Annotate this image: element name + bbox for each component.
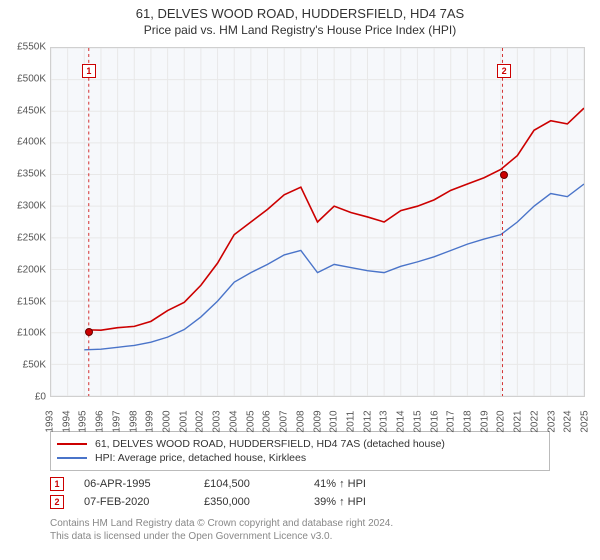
- x-axis-label: 2025: [580, 410, 591, 432]
- legend-swatch: [57, 443, 87, 445]
- y-axis-label: £250K: [17, 232, 46, 243]
- x-axis-label: 2014: [396, 410, 407, 432]
- legend-label: 61, DELVES WOOD ROAD, HUDDERSFIELD, HD4 …: [95, 438, 445, 450]
- sale-date: 06-APR-1995: [84, 478, 184, 490]
- sale-point-dot: [500, 171, 508, 179]
- legend-label: HPI: Average price, detached house, Kirk…: [95, 452, 306, 464]
- x-axis-label: 2005: [245, 410, 256, 432]
- y-axis-label: £400K: [17, 137, 46, 148]
- legend-item: HPI: Average price, detached house, Kirk…: [57, 452, 543, 464]
- x-axis-label: 2010: [329, 410, 340, 432]
- x-axis-label: 1999: [145, 410, 156, 432]
- x-axis-label: 1993: [45, 410, 56, 432]
- y-axis-label: £350K: [17, 169, 46, 180]
- x-axis-label: 2022: [529, 410, 540, 432]
- sale-point-dot: [85, 328, 93, 336]
- x-axis-label: 2007: [279, 410, 290, 432]
- y-axis-label: £50K: [23, 360, 46, 371]
- legend: 61, DELVES WOOD ROAD, HUDDERSFIELD, HD4 …: [50, 431, 550, 471]
- x-axis-label: 2000: [162, 410, 173, 432]
- x-axis-label: 1995: [78, 410, 89, 432]
- x-axis-label: 2011: [345, 411, 356, 433]
- chart-area: £0 £50K £100K £150K £200K £250K £300K £350K £400…: [0, 37, 600, 427]
- x-axis-label: 2001: [178, 410, 189, 432]
- footnote-line-1: Contains HM Land Registry data © Crown c…: [50, 517, 550, 530]
- x-axis-label: 2024: [563, 410, 574, 432]
- x-axis-label: 2016: [429, 410, 440, 432]
- chart-title: 61, DELVES WOOD ROAD, HUDDERSFIELD, HD4 …: [0, 6, 600, 21]
- sale-row: 2 07-FEB-2020 £350,000 39% ↑ HPI: [50, 495, 550, 509]
- x-axis-label: 1997: [111, 410, 122, 432]
- chart-container: 61, DELVES WOOD ROAD, HUDDERSFIELD, HD4 …: [0, 0, 600, 560]
- x-axis-label: 2009: [312, 410, 323, 432]
- x-axis-label: 2023: [546, 410, 557, 432]
- x-axis-label: 2020: [496, 410, 507, 432]
- sale-marker-label: 2: [497, 64, 511, 78]
- x-axis-label: 2021: [513, 410, 524, 432]
- sale-row: 1 06-APR-1995 £104,500 41% ↑ HPI: [50, 477, 550, 491]
- y-axis-label: £100K: [17, 328, 46, 339]
- x-axis-label: 1998: [128, 410, 139, 432]
- sale-number-badge: 1: [50, 477, 64, 491]
- sales-table: 1 06-APR-1995 £104,500 41% ↑ HPI 2 07-FEB-202…: [50, 477, 550, 509]
- x-axis-label: 2018: [462, 410, 473, 432]
- x-axis-label: 1996: [95, 410, 106, 432]
- x-axis-label: 1994: [61, 410, 72, 432]
- footnote-line-2: This data is licensed under the Open Gov…: [50, 530, 550, 543]
- legend-swatch: [57, 457, 87, 459]
- chart-subtitle: Price paid vs. HM Land Registry's House …: [0, 23, 600, 37]
- sale-price: £350,000: [204, 496, 294, 508]
- x-axis-label: 2004: [228, 410, 239, 432]
- sale-pct: 41% ↑ HPI: [314, 478, 414, 490]
- footnote: Contains HM Land Registry data © Crown c…: [50, 517, 550, 543]
- chart-svg: [51, 48, 584, 396]
- y-axis-label: £0: [35, 392, 46, 403]
- x-axis-label: 2003: [212, 410, 223, 432]
- sale-marker-label: 1: [82, 64, 96, 78]
- y-axis-label: £200K: [17, 264, 46, 275]
- plot-area: 12: [50, 47, 585, 397]
- x-axis-label: 2002: [195, 410, 206, 432]
- x-axis-label: 2019: [479, 410, 490, 432]
- x-axis-label: 2015: [412, 410, 423, 432]
- y-axis-label: £450K: [17, 105, 46, 116]
- sale-pct: 39% ↑ HPI: [314, 496, 414, 508]
- sale-date: 07-FEB-2020: [84, 496, 184, 508]
- y-axis-label: £500K: [17, 73, 46, 84]
- x-axis-label: 2017: [446, 410, 457, 432]
- x-axis-label: 2012: [362, 410, 373, 432]
- x-axis-label: 2008: [295, 410, 306, 432]
- x-axis-label: 2006: [262, 410, 273, 432]
- legend-item: 61, DELVES WOOD ROAD, HUDDERSFIELD, HD4 …: [57, 438, 543, 450]
- y-axis-label: £300K: [17, 201, 46, 212]
- y-axis-label: £150K: [17, 296, 46, 307]
- sale-price: £104,500: [204, 478, 294, 490]
- sale-number-badge: 2: [50, 495, 64, 509]
- y-axis-label: £550K: [17, 42, 46, 53]
- chart-titles: 61, DELVES WOOD ROAD, HUDDERSFIELD, HD4 …: [0, 0, 600, 37]
- series-line: [89, 108, 584, 330]
- x-axis-label: 2013: [379, 410, 390, 432]
